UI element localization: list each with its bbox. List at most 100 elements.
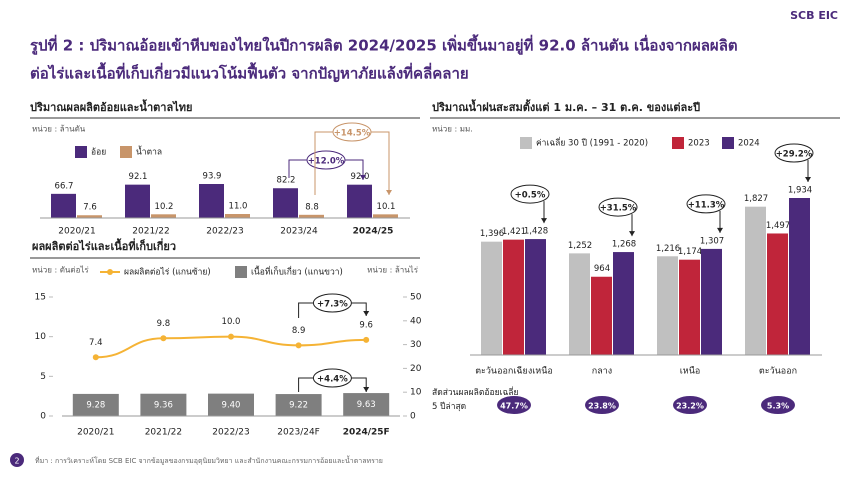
annotation: +29.2% [776, 150, 813, 160]
bar [273, 188, 298, 218]
bar [613, 252, 634, 355]
x-tick-label: 2022/23 [212, 428, 249, 438]
marker [160, 335, 167, 342]
bar [151, 214, 176, 218]
annotation: +4.4% [317, 375, 348, 385]
unit: หน่วย : ล้านตัน [32, 125, 86, 134]
annotation: +31.5% [600, 204, 637, 214]
y-tick-label: 10 [35, 332, 47, 342]
annotation: +11.3% [688, 200, 725, 210]
data-label: 7.6 [83, 203, 97, 213]
legend-swatch [235, 266, 247, 278]
legend-marker [107, 269, 113, 275]
chart-title: ปริมาณผลผลิตอ้อยและน้ำตาลไทย [30, 99, 192, 114]
annotation-oval [312, 293, 352, 313]
share-label: 23.8% [588, 402, 616, 411]
x-tick-label: 2021/22 [132, 227, 169, 237]
arrow-head [363, 387, 370, 392]
arrow-head [360, 175, 366, 180]
bar [701, 248, 722, 355]
annotation: +0.5% [515, 191, 546, 201]
arrow-head [805, 177, 811, 182]
share-label: 23.2% [676, 402, 704, 411]
data-label: 9.40 [222, 400, 241, 410]
legend-label: 2024 [738, 139, 760, 149]
bar [77, 215, 102, 218]
share-title: สัดส่วนผลผลิตอ้อยเฉลี่ย 5 ปีล่าสุด [432, 386, 518, 412]
unit: หน่วย : ตันต่อไร่ [32, 266, 89, 275]
page-badge [10, 453, 24, 467]
x-tick-label: 2021/22 [145, 428, 182, 438]
bar [140, 393, 187, 416]
title: รูปที่ 2 : ปริมาณอ้อยเข้าหีบของไทยในปีกา… [30, 34, 738, 56]
bar [373, 214, 398, 218]
marker [228, 333, 234, 340]
chart-title: ปริมาณน้ำฝนสะสมตั้งแต่ 1 ม.ค. – 31 ต.ค. … [432, 99, 700, 114]
marker [363, 336, 370, 343]
data-label: 8.8 [305, 202, 319, 212]
bar [51, 193, 76, 218]
annotation: +12.0% [308, 157, 345, 167]
data-label: 7.4 [89, 338, 103, 348]
share-label: 5.3% [767, 402, 789, 411]
marker [295, 342, 302, 349]
x-tick-label: 2020/21 [77, 428, 114, 438]
arrow-head [629, 231, 635, 237]
legend-label: เนื้อที่เก็บเกี่ยว (แกนขวา) [251, 266, 343, 278]
data-label: 1,421 [502, 227, 526, 237]
annotation-oval [598, 197, 638, 217]
legend-label: น้ำตาล [136, 146, 162, 158]
data-label: 9.36 [154, 400, 173, 410]
y2-tick-label: 40 [410, 316, 422, 326]
bar [275, 394, 322, 416]
x-tick-label: 2022/23 [206, 227, 243, 237]
data-label: 964 [594, 264, 610, 274]
data-label: 1,428 [524, 227, 548, 237]
y2-tick-label: 10 [410, 388, 422, 398]
data-label: 8.9 [292, 326, 306, 336]
data-label: 1,174 [678, 247, 702, 257]
annotation-oval [510, 184, 550, 204]
annotation: +7.3% [317, 300, 348, 310]
page-number: 2 [14, 457, 19, 466]
y-tick-label: 0 [40, 412, 46, 422]
annotation: +14.5% [334, 129, 371, 139]
arrow-head [717, 227, 723, 233]
annotation-oval [686, 194, 726, 214]
y2-tick-label: 50 [410, 293, 422, 303]
data-label: 11.0 [229, 202, 248, 212]
legend-label: อ้อย [91, 147, 106, 158]
y2-tick-label: 30 [410, 340, 422, 350]
share-oval [673, 396, 707, 414]
data-label: 9.6 [359, 320, 373, 330]
data-label: 9.63 [357, 400, 376, 410]
data-label: 93.9 [203, 172, 222, 182]
y-tick-label: 5 [40, 372, 46, 382]
chart-title: ผลผลิตต่อไร่และเนื้อที่เก็บเกี่ยว [32, 238, 176, 253]
arrow-head [541, 218, 547, 224]
annotation-oval [774, 143, 814, 163]
bar [503, 239, 524, 355]
data-label: 92.0 [351, 172, 370, 182]
data-label: 1,216 [656, 244, 680, 254]
legend-label: ผลผลิตต่อไร่ (แกนซ้าย) [124, 267, 211, 278]
bar [347, 184, 372, 218]
y-tick-label: 15 [35, 293, 46, 303]
x-tick-label: กลาง [592, 367, 612, 377]
data-label: 9.8 [157, 319, 171, 329]
bar [125, 184, 150, 218]
data-label: 1,396 [480, 229, 504, 239]
data-label: 10.2 [155, 202, 174, 212]
unit: หน่วย : ล้านไร่ [367, 266, 419, 275]
y2-tick-label: 20 [410, 364, 422, 374]
bar [525, 239, 546, 355]
title: ต่อไร่และเนื้อที่เก็บเกี่ยวมีแนวโน้มฟื้น… [30, 62, 469, 83]
bar [343, 393, 390, 416]
data-label: 66.7 [55, 181, 74, 191]
data-label: 10.1 [377, 202, 396, 212]
share-oval [497, 396, 531, 414]
x-tick-label: ตะวันออก [759, 367, 797, 377]
bar [569, 253, 590, 355]
bar [591, 276, 612, 355]
data-label: 9.22 [289, 401, 308, 411]
